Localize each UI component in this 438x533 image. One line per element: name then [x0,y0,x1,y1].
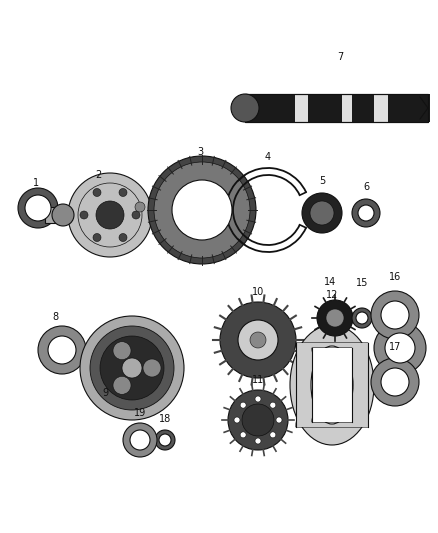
Circle shape [123,423,157,457]
Circle shape [132,211,140,219]
Circle shape [240,402,246,408]
Bar [352,94,374,122]
Circle shape [374,322,426,374]
Circle shape [270,432,276,438]
Circle shape [143,359,161,377]
Text: 9: 9 [102,388,108,398]
Circle shape [242,404,274,436]
Circle shape [220,302,296,378]
Text: 3: 3 [197,147,203,157]
Circle shape [38,326,86,374]
Bar [45,207,80,223]
Circle shape [381,368,409,396]
Circle shape [317,300,353,336]
Circle shape [356,312,368,324]
Circle shape [371,358,419,406]
Circle shape [172,180,232,240]
Circle shape [90,326,174,410]
Circle shape [240,432,246,438]
Circle shape [119,233,127,241]
Text: 10: 10 [252,287,264,297]
Circle shape [238,320,278,360]
Circle shape [358,205,374,221]
Circle shape [231,94,259,122]
Circle shape [25,195,51,221]
Wedge shape [312,348,352,368]
Text: 4: 4 [265,152,271,162]
Bar [312,348,352,422]
Circle shape [113,376,131,394]
Text: 12: 12 [326,290,338,300]
Circle shape [385,333,415,363]
Circle shape [68,173,152,257]
Circle shape [148,156,256,264]
Circle shape [119,189,127,197]
Text: 2: 2 [95,170,101,180]
Circle shape [255,396,261,402]
Circle shape [234,417,240,423]
Circle shape [93,233,101,241]
Circle shape [270,402,276,408]
Text: 15: 15 [356,278,368,288]
Bar [245,94,295,122]
Circle shape [250,332,266,348]
Circle shape [352,199,380,227]
Circle shape [326,309,344,327]
Circle shape [80,211,88,219]
Circle shape [155,430,175,450]
Circle shape [93,189,101,197]
Text: 14: 14 [324,277,336,287]
Circle shape [52,204,74,226]
Text: 6: 6 [363,182,369,192]
Circle shape [80,316,184,420]
Circle shape [381,301,409,329]
Circle shape [122,358,142,378]
Circle shape [135,202,145,212]
Wedge shape [312,402,352,422]
Circle shape [18,188,58,228]
Bar [245,94,428,122]
Circle shape [371,291,419,339]
Ellipse shape [290,325,374,445]
Bar [296,343,368,427]
Wedge shape [296,343,368,379]
Circle shape [276,417,282,423]
Circle shape [100,336,164,400]
Wedge shape [296,391,368,427]
Text: 11: 11 [252,375,264,385]
Bar [308,94,342,122]
Ellipse shape [311,346,353,424]
Bar [388,94,430,122]
Circle shape [130,430,150,450]
Circle shape [302,193,342,233]
Text: 8: 8 [52,312,58,322]
Circle shape [255,438,261,444]
Circle shape [310,201,334,225]
Text: 1: 1 [33,178,39,188]
Circle shape [228,390,288,450]
Bar [245,94,428,122]
Circle shape [96,201,124,229]
Text: 13: 13 [394,308,406,318]
Circle shape [159,434,171,446]
Text: 16: 16 [389,272,401,282]
Text: 19: 19 [134,408,146,418]
Text: 7: 7 [337,52,343,62]
Text: 5: 5 [319,176,325,186]
Text: 17: 17 [389,342,401,352]
Circle shape [48,336,76,364]
Circle shape [113,342,131,360]
Text: 18: 18 [159,414,171,424]
Circle shape [352,308,372,328]
Circle shape [154,162,250,258]
